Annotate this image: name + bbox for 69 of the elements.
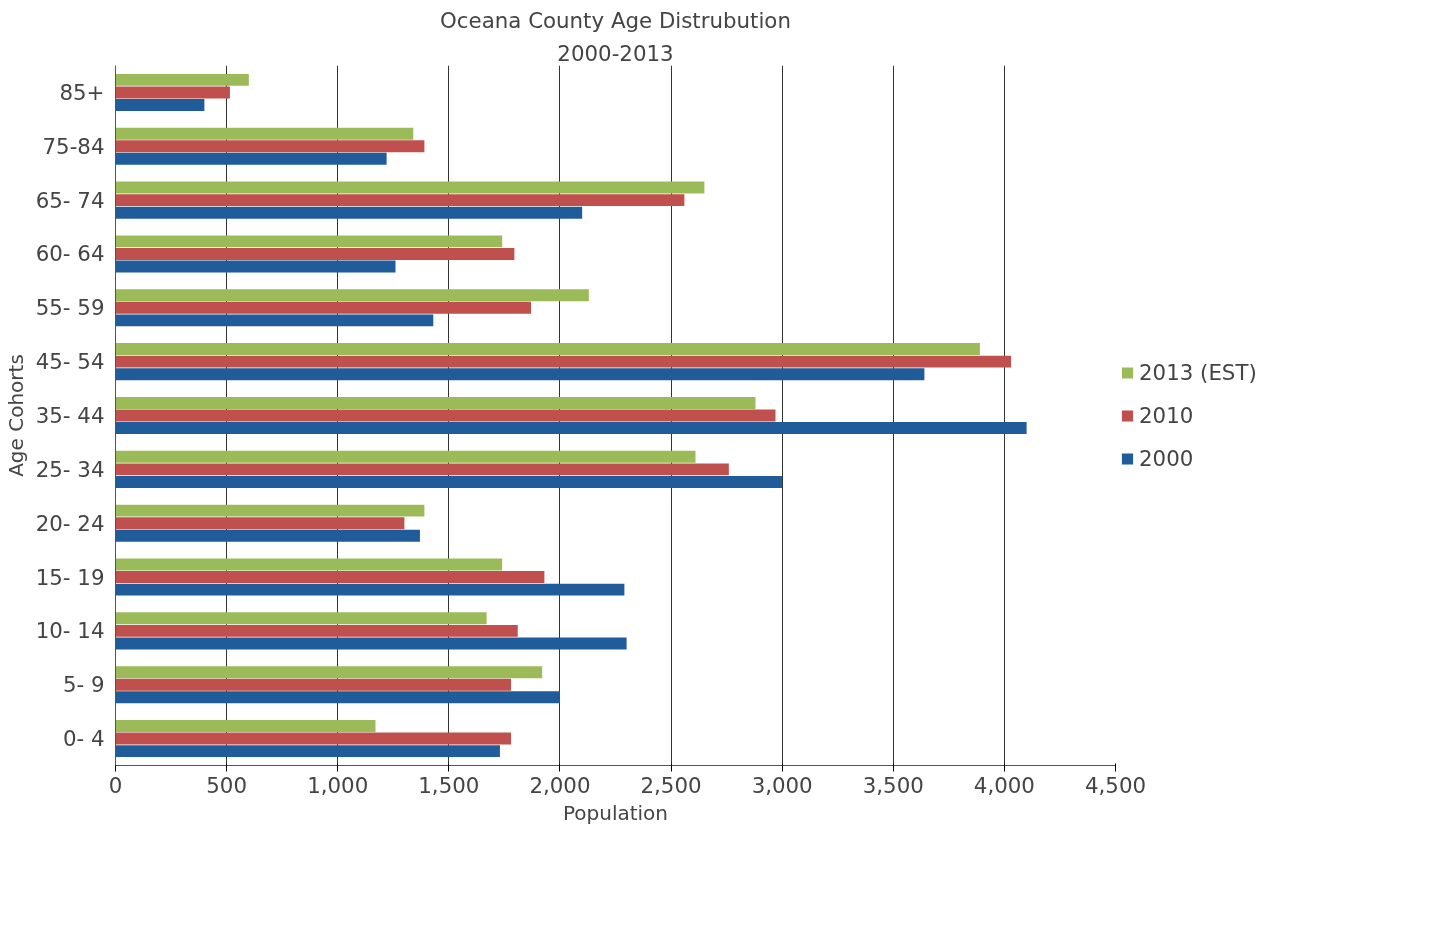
bar xyxy=(115,206,583,219)
bar xyxy=(115,314,434,327)
bar xyxy=(115,152,387,165)
y-tick-label: 85+ xyxy=(59,79,105,105)
bar xyxy=(115,140,425,153)
x-tick-label: 1,500 xyxy=(418,772,480,798)
bar xyxy=(115,475,783,488)
bar xyxy=(115,99,205,111)
y-tick-label: 10- 14 xyxy=(35,618,105,644)
bar xyxy=(115,396,756,409)
bar xyxy=(115,127,414,140)
bar xyxy=(115,247,515,260)
y-tick-label: 60- 64 xyxy=(35,241,105,267)
x-tick-label: 2,000 xyxy=(529,772,591,798)
bar xyxy=(115,260,396,273)
bar xyxy=(115,422,1027,435)
bar xyxy=(115,504,425,517)
x-tick-label: 1,000 xyxy=(307,772,369,798)
chart-title: Oceana County Age Distrubution xyxy=(440,7,791,33)
bar xyxy=(115,558,503,571)
y-tick-label: 65- 74 xyxy=(35,187,105,213)
bar xyxy=(115,86,230,99)
x-tick-label: 4,000 xyxy=(973,772,1035,798)
bar xyxy=(115,637,627,650)
y-tick-label: 5- 9 xyxy=(62,672,105,698)
bar xyxy=(115,529,420,542)
bar xyxy=(115,463,729,476)
y-tick-label: 75-84 xyxy=(42,133,105,159)
y-tick-label: 25- 34 xyxy=(35,456,105,482)
bar xyxy=(115,235,503,248)
legend-label: 2013 (EST) xyxy=(1139,359,1257,385)
x-tick-label: 3,500 xyxy=(862,772,924,798)
bar xyxy=(115,343,980,356)
bar xyxy=(115,624,518,637)
x-tick-label: 3,000 xyxy=(751,772,813,798)
bar xyxy=(115,517,405,530)
bar xyxy=(115,732,512,745)
y-tick-label: 15- 19 xyxy=(35,564,105,590)
y-tick-label: 35- 44 xyxy=(35,403,105,428)
bar xyxy=(115,571,545,584)
x-tick-label: 500 xyxy=(206,772,247,798)
bar xyxy=(115,666,543,679)
x-axis-title: Population xyxy=(562,800,669,825)
bar xyxy=(115,368,925,381)
x-tick-label: 2,500 xyxy=(640,772,702,798)
legend-label: 2010 xyxy=(1139,402,1194,428)
bar xyxy=(115,194,685,207)
x-tick-label: 4,500 xyxy=(1084,772,1147,798)
bar xyxy=(115,289,589,302)
x-tick-label: 0 xyxy=(108,772,123,798)
bar xyxy=(115,678,512,691)
bar xyxy=(115,181,705,194)
legend-label: 2000 xyxy=(1139,445,1194,471)
bar xyxy=(115,355,1012,368)
bar xyxy=(115,301,532,314)
bar xyxy=(115,409,776,422)
bar xyxy=(115,450,696,463)
bar xyxy=(115,73,249,86)
y-axis-title: Age Cohorts xyxy=(3,354,28,477)
y-tick-label: 55- 59 xyxy=(35,295,105,321)
bar xyxy=(115,583,625,596)
y-tick-label: 45- 54 xyxy=(35,349,105,375)
bar xyxy=(115,720,376,732)
bar xyxy=(115,612,487,625)
bar xyxy=(115,745,500,758)
y-tick-label: 20- 24 xyxy=(35,510,105,536)
bar xyxy=(115,691,560,704)
chart-subtitle: 2000-2013 xyxy=(557,40,674,66)
y-tick-label: 0- 4 xyxy=(62,726,105,752)
